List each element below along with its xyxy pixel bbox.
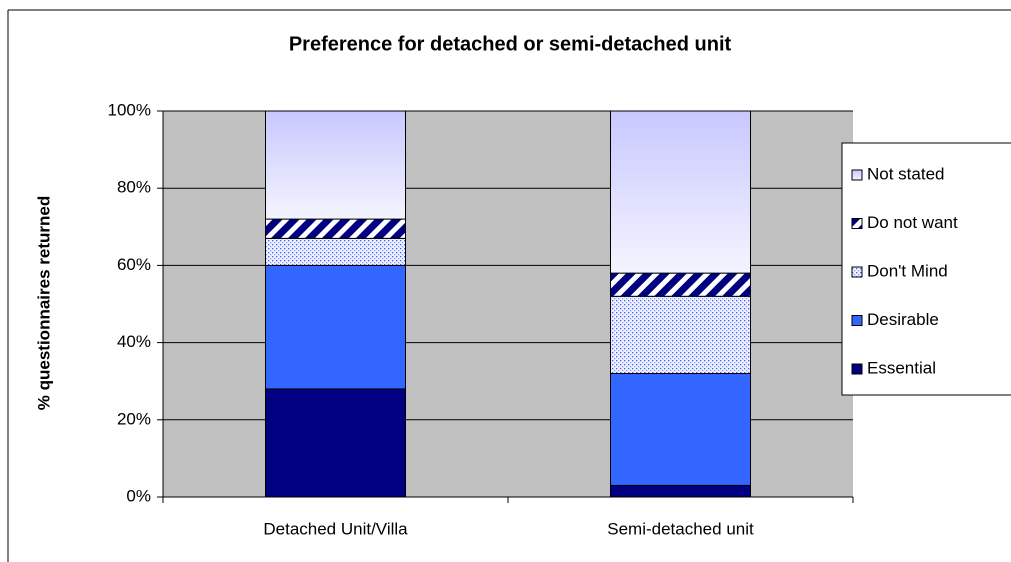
y-tick-label: 40% bbox=[117, 332, 151, 351]
legend-swatch bbox=[851, 169, 863, 181]
legend-swatch bbox=[851, 315, 863, 326]
y-tick-label: 60% bbox=[117, 255, 151, 274]
bar-segment bbox=[265, 218, 406, 239]
y-tick-label: 100% bbox=[108, 100, 151, 119]
legend-box bbox=[841, 142, 1011, 396]
bar-segment bbox=[265, 388, 406, 498]
bar-segment bbox=[265, 237, 406, 266]
legend-label: Don't Mind bbox=[867, 261, 948, 280]
x-tick-label: Semi-detached unit bbox=[607, 519, 754, 538]
bar-segment bbox=[265, 110, 406, 220]
chart-title: Preference for detached or semi-detached… bbox=[289, 33, 732, 55]
y-axis-label: % questionnaires returned bbox=[34, 196, 53, 410]
bar-segment bbox=[610, 110, 751, 274]
legend-swatch bbox=[851, 363, 863, 375]
legend-label: Do not want bbox=[867, 213, 958, 232]
x-tick-label: Detached Unit/Villa bbox=[263, 519, 408, 538]
bar-segment bbox=[610, 272, 751, 297]
legend-swatch bbox=[851, 218, 863, 229]
bar-segment bbox=[610, 372, 751, 486]
bar-segment bbox=[610, 484, 751, 498]
legend-label: Desirable bbox=[867, 310, 939, 329]
y-tick-label: 0% bbox=[126, 486, 151, 505]
legend-label: Essential bbox=[867, 358, 936, 377]
legend-label: Not stated bbox=[867, 164, 945, 183]
legend-swatch bbox=[851, 266, 863, 278]
bar-segment bbox=[610, 295, 751, 374]
y-tick-label: 80% bbox=[117, 178, 151, 197]
bar-segment bbox=[265, 264, 406, 390]
y-tick-label: 20% bbox=[117, 409, 151, 428]
